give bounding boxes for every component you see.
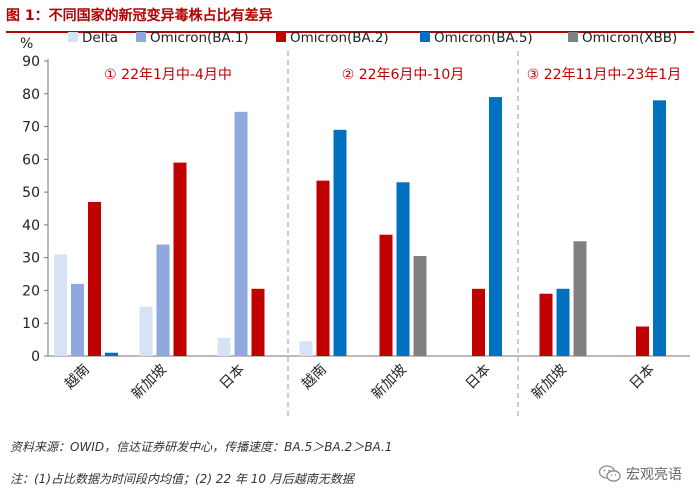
bar (54, 254, 67, 356)
bar (234, 111, 248, 356)
bar (156, 244, 170, 356)
wechat-icon (599, 465, 621, 482)
x-category-label: 新加坡 (529, 362, 570, 403)
x-category-label: 新加坡 (369, 362, 410, 403)
y-tick-label: 30 (22, 251, 40, 267)
bar (573, 241, 587, 356)
bar (636, 326, 649, 356)
y-tick-label: 60 (22, 152, 40, 168)
bar (379, 234, 393, 356)
legend-label: Omicron(BA.1) (150, 30, 249, 46)
bar (556, 288, 570, 356)
legend-swatch (276, 32, 286, 42)
legend-label: Omicron(BA.2) (290, 30, 389, 46)
bar (539, 293, 553, 356)
y-tick-label: 90 (22, 54, 40, 70)
bar (333, 129, 347, 356)
period-label: ② 22年6月中-10月 (342, 67, 465, 83)
bar (88, 201, 101, 356)
bar (653, 100, 666, 356)
footnote: 注：(1)占比数据为时间段内均值；(2) 22 年 10 月后越南无数据 (10, 472, 354, 486)
y-tick-label: 70 (22, 120, 40, 136)
x-category-label: 越南 (62, 362, 93, 393)
title-rule (6, 31, 694, 33)
y-tick-label: 50 (22, 185, 40, 201)
legend-label: Omicron(XBB) (582, 30, 677, 46)
bar (489, 97, 502, 357)
bar (299, 341, 313, 356)
legend-swatch (420, 32, 430, 42)
period-label: ③ 22年11月中-23年1月 (527, 67, 681, 83)
legend-label: Omicron(BA.5) (434, 30, 533, 46)
bar (413, 256, 427, 356)
x-category-label: 新加坡 (129, 362, 170, 403)
bar (316, 180, 330, 356)
x-category-label: 日本 (217, 362, 248, 393)
period-label: ① 22年1月中-4月中 (104, 67, 232, 83)
y-tick-label: 10 (22, 316, 40, 332)
x-category-label: 日本 (627, 362, 658, 393)
y-axis-unit: % (20, 36, 33, 52)
bar (396, 182, 410, 356)
bar (139, 306, 153, 356)
bar (173, 162, 187, 356)
watermark-text: 宏观亮语 (626, 467, 682, 483)
y-tick-label: 80 (22, 87, 40, 103)
y-tick-label: 0 (31, 349, 40, 365)
y-tick-label: 20 (22, 283, 40, 299)
figure-title: 图 1：不同国家的新冠变异毒株占比有差异 (6, 8, 273, 24)
bar (105, 352, 118, 356)
source-note: 资料来源：OWID，信达证券研发中心，传播速度：BA.5＞BA.2＞BA.1 (10, 440, 393, 454)
watermark: 宏观亮语 (599, 462, 682, 486)
legend-swatch (136, 32, 146, 42)
legend-swatch (68, 32, 78, 42)
bar (251, 288, 265, 356)
legend-label: Delta (82, 30, 118, 46)
legend-swatch (568, 32, 578, 42)
bar (217, 337, 231, 356)
y-tick-label: 40 (22, 218, 40, 234)
x-category-label: 日本 (463, 362, 494, 393)
bar (71, 283, 84, 356)
bar (472, 288, 485, 356)
bar-chart: % 0 10 20 30 40 50 60 70 80 90 Delta Omicron(BA.1) Om… (20, 30, 690, 416)
x-category-label: 越南 (299, 362, 330, 393)
